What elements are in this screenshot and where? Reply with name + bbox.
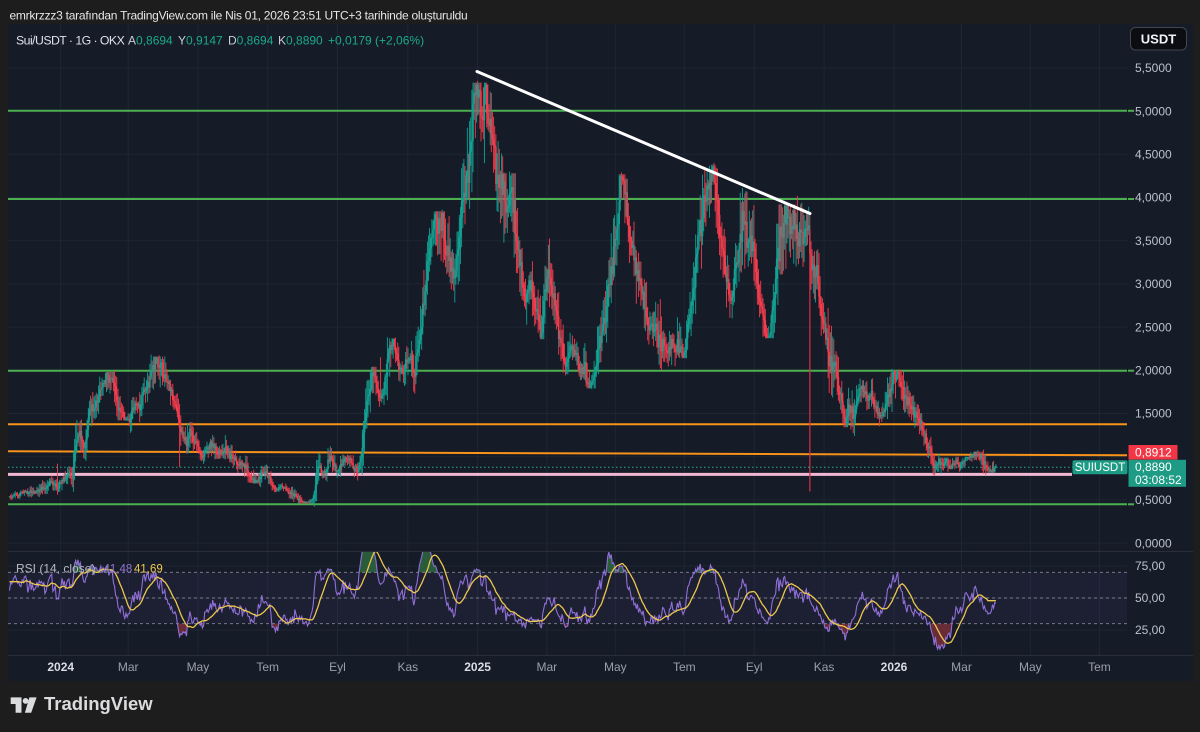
svg-text:May: May [1019, 660, 1042, 674]
svg-text:41,48: 41,48 [104, 564, 133, 576]
svg-text:TradingView: TradingView [44, 693, 153, 714]
svg-text:Tem: Tem [1088, 660, 1111, 674]
svg-text:+0,0179 (+2,06%): +0,0179 (+2,06%) [328, 34, 424, 48]
svg-text:USDT: USDT [1141, 32, 1176, 47]
svg-text:2024: 2024 [47, 660, 74, 674]
svg-text:Mar: Mar [536, 660, 557, 674]
svg-text:5,5000: 5,5000 [1135, 61, 1172, 75]
svg-text:RSI (14, close): RSI (14, close) [16, 562, 95, 576]
svg-text:SUIUSDT: SUIUSDT [1075, 462, 1125, 474]
svg-text:Eyl: Eyl [746, 660, 763, 674]
svg-text:4,0000: 4,0000 [1135, 191, 1172, 205]
svg-text:K0,8890: K0,8890 [278, 34, 323, 48]
svg-text:2,5000: 2,5000 [1135, 320, 1172, 334]
svg-text:2026: 2026 [881, 660, 908, 674]
svg-text:emrkrzzz3 tarafından TradingVi: emrkrzzz3 tarafından TradingView.com ile… [10, 9, 468, 23]
svg-text:D0,8694: D0,8694 [228, 34, 274, 48]
svg-text:1,5000: 1,5000 [1135, 407, 1172, 421]
svg-text:5,0000: 5,0000 [1135, 104, 1172, 118]
svg-text:0,0000: 0,0000 [1135, 536, 1172, 550]
svg-text:Kas: Kas [397, 660, 418, 674]
svg-text:Tem: Tem [256, 660, 279, 674]
svg-text:50,00: 50,00 [1135, 591, 1165, 605]
svg-text:2,0000: 2,0000 [1135, 364, 1172, 378]
svg-text:Y0,9147: Y0,9147 [178, 34, 223, 48]
svg-text:May: May [187, 660, 210, 674]
svg-text:0,8912: 0,8912 [1135, 445, 1172, 459]
svg-text:A0,8694: A0,8694 [128, 34, 173, 48]
svg-text:Tem: Tem [673, 660, 696, 674]
svg-text:3,5000: 3,5000 [1135, 234, 1172, 248]
svg-text:0,8890: 0,8890 [1135, 460, 1172, 474]
svg-text:Kas: Kas [814, 660, 835, 674]
svg-text:Eyl: Eyl [329, 660, 346, 674]
svg-text:0,5000: 0,5000 [1135, 493, 1172, 507]
svg-text:75,00: 75,00 [1135, 559, 1165, 573]
svg-text:4,5000: 4,5000 [1135, 148, 1172, 162]
svg-text:2025: 2025 [464, 660, 491, 674]
svg-text:May: May [604, 660, 627, 674]
svg-text:03:08:52: 03:08:52 [1135, 473, 1182, 487]
svg-text:Mar: Mar [951, 660, 972, 674]
svg-text:3,0000: 3,0000 [1135, 277, 1172, 291]
svg-text:25,00: 25,00 [1135, 623, 1165, 637]
svg-text:Sui/USDT · 1G · OKX: Sui/USDT · 1G · OKX [16, 34, 125, 48]
svg-text:41,69: 41,69 [134, 564, 163, 576]
svg-text:Mar: Mar [118, 660, 139, 674]
